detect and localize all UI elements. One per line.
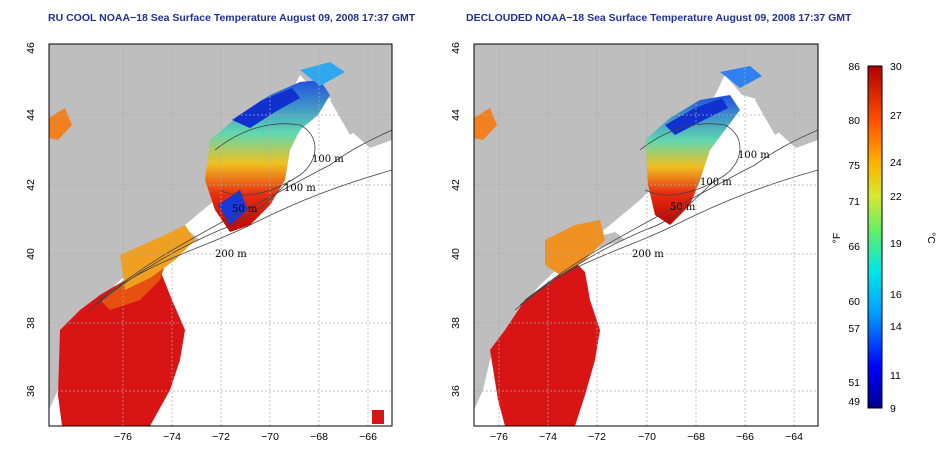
lon-tick: −74 — [539, 431, 557, 443]
nova-scotia — [330, 62, 392, 135]
isobath-50m — [89, 179, 291, 311]
grid-left — [49, 44, 392, 426]
colorbar-c-tick: 30 — [890, 61, 902, 73]
colorbar-c-tick: 24 — [890, 157, 902, 169]
colorbar-c-tick: 11 — [890, 370, 901, 382]
lon-tick: −72 — [212, 431, 230, 443]
colorbar-f-tick: 86 — [848, 61, 860, 73]
lon-ticks-left: −76 −74 −72 −70 −68 −66 — [114, 431, 377, 443]
colorbar-unit-c: °C — [925, 232, 937, 244]
cold-patch-2 — [218, 190, 248, 225]
colorbar-unit-f: °F — [831, 233, 843, 244]
cool-patch — [300, 62, 345, 86]
nova-scotia — [755, 62, 818, 135]
colorbar-f-tick: 49 — [848, 396, 860, 408]
colorbar-f-tick: 60 — [848, 296, 860, 308]
contour-label-100m: 100 m — [738, 150, 770, 161]
lat-tick: 46 — [25, 42, 37, 54]
lon-tick: −64 — [785, 431, 803, 443]
lat-tick: 44 — [450, 109, 462, 121]
contour-label-100m-b: 100 m — [700, 177, 732, 188]
cold-patch — [665, 98, 728, 135]
warm-spot — [49, 108, 72, 140]
lat-ticks-left: 36 38 40 42 44 46 — [25, 42, 37, 397]
colorbar-c-tick: 27 — [890, 110, 902, 122]
contour-label-50m: 50 m — [232, 204, 258, 215]
lon-tick: −66 — [359, 431, 377, 443]
lat-tick: 36 — [25, 385, 37, 397]
colorbar-f-tick: 80 — [848, 115, 860, 127]
contour-label-200m: 200 m — [215, 249, 247, 260]
colorbar-gradient — [867, 65, 883, 409]
colorbar-c-tick: 16 — [890, 289, 902, 301]
lat-tick: 42 — [25, 179, 37, 191]
lat-tick: 36 — [450, 385, 462, 397]
colorbar-f-tick: 66 — [848, 241, 860, 253]
contour-label-100m: 100 m — [312, 154, 344, 165]
contour-label-50m: 50 m — [670, 202, 696, 213]
colorbar-c-tick: 19 — [890, 238, 902, 250]
lon-tick: −68 — [310, 431, 328, 443]
warm-spot — [474, 108, 497, 140]
isobath-gom — [214, 123, 316, 196]
panel-title-left: RU COOL NOAA−18 Sea Surface Temperature … — [48, 12, 416, 24]
contour-label-100m-b: 100 m — [284, 183, 316, 194]
lon-tick: −76 — [114, 431, 132, 443]
lon-tick: −66 — [736, 431, 754, 443]
map-right — [474, 44, 818, 426]
lat-tick: 38 — [450, 317, 462, 329]
lat-ticks-right: 36 38 40 42 44 46 — [450, 42, 462, 397]
cold-patch — [232, 88, 300, 128]
isobath-100m — [94, 129, 392, 306]
lat-tick: 40 — [450, 248, 462, 260]
isobath-100m — [519, 129, 818, 306]
lon-tick: −70 — [638, 431, 656, 443]
colorbar-c-tick: 22 — [890, 191, 902, 203]
lat-tick: 40 — [25, 248, 37, 260]
shelf-water — [545, 220, 605, 275]
colorbar-f-tick: 57 — [848, 323, 860, 335]
lat-tick: 42 — [450, 179, 462, 191]
grid-right — [474, 44, 818, 426]
lon-tick: −72 — [588, 431, 606, 443]
colorbar: 86 80 75 71 66 60 57 51 49 30 27 24 22 1… — [831, 61, 937, 415]
cool-patch — [720, 66, 762, 88]
lon-tick: −76 — [490, 431, 508, 443]
lon-ticks-right: −76 −74 −72 −70 −68 −66 −64 — [490, 431, 803, 443]
contour-label-200m: 200 m — [632, 249, 664, 260]
lon-tick: −74 — [163, 431, 181, 443]
lon-tick: −68 — [687, 431, 705, 443]
colorbar-f-tick: 75 — [848, 160, 860, 172]
map-left — [49, 44, 392, 426]
warm-water — [490, 262, 600, 426]
lon-tick: −70 — [261, 431, 279, 443]
land-mass — [474, 44, 818, 410]
warm-water — [58, 262, 185, 426]
lat-tick: 46 — [450, 42, 462, 54]
colorbar-c-tick: 9 — [890, 403, 896, 415]
lat-tick: 44 — [25, 109, 37, 121]
lat-tick: 38 — [25, 317, 37, 329]
frame-left — [48, 43, 393, 427]
land-mass — [49, 44, 392, 410]
isobath-50m — [514, 179, 716, 311]
isobath-200m — [99, 169, 392, 301]
panel-title-right: DECLOUDED NOAA−18 Sea Surface Temperatur… — [466, 12, 852, 24]
colorbar-f-tick: 51 — [848, 377, 860, 389]
frame-right — [473, 43, 819, 427]
colorbar-f-tick: 71 — [848, 196, 860, 208]
colorbar-c-tick: 14 — [890, 321, 902, 333]
isobath-gom — [639, 123, 741, 196]
